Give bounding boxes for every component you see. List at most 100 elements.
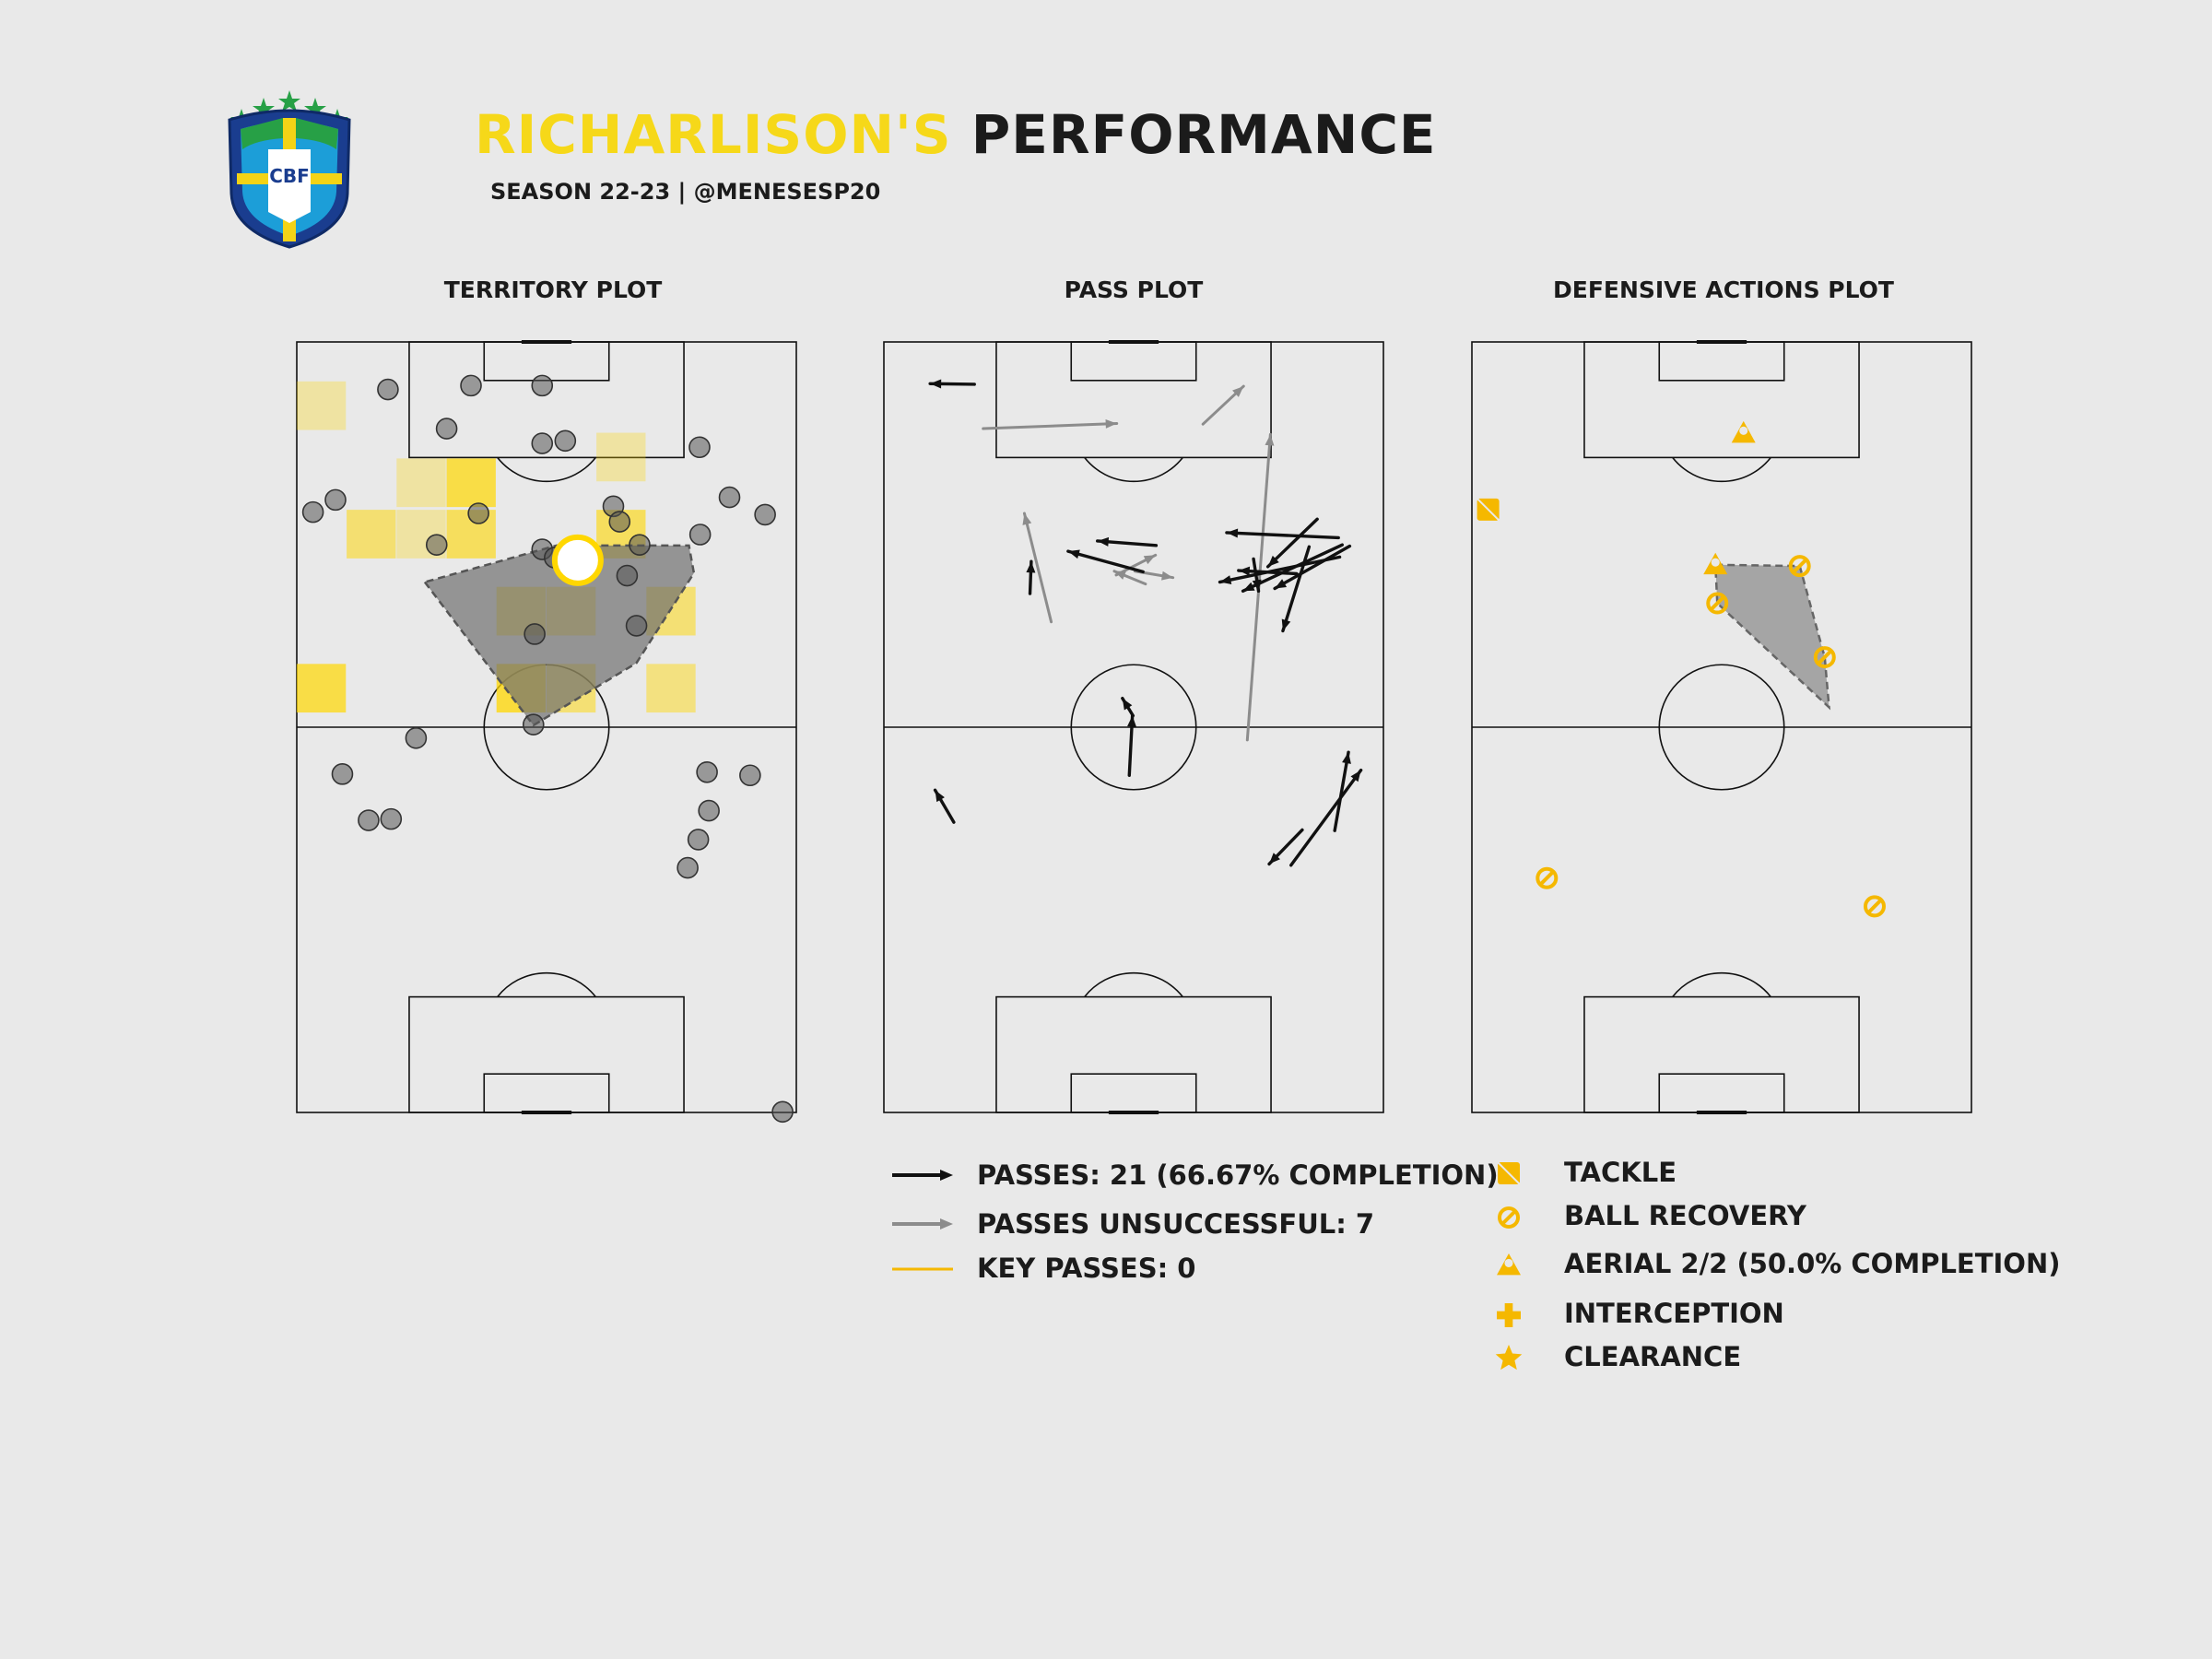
- cbf-crest-logo: CBF: [228, 90, 351, 249]
- heat-bin: [296, 381, 347, 430]
- successful-pass-line: [1218, 555, 1342, 584]
- centre-circle: [1658, 664, 1785, 791]
- title-player: RICHARLISON'S: [475, 103, 952, 166]
- legend-unsuccessful-head: [940, 1218, 953, 1230]
- unsuccessful-pass: [1201, 384, 1245, 426]
- touch-point: [688, 524, 712, 546]
- touch-point: [616, 564, 639, 587]
- successful-pass: [933, 788, 956, 824]
- touch-point: [460, 374, 482, 397]
- pitch-line: [483, 341, 610, 382]
- touch-point: [739, 764, 761, 787]
- successful-pass-head: [1242, 582, 1255, 592]
- legend-passes-label: PASSES: 21 (66.67% COMPLETION): [977, 1159, 1499, 1191]
- successful-pass: [1218, 555, 1342, 584]
- legend-interception-label: INTERCEPTION: [1564, 1298, 1784, 1329]
- page-subtitle: SEASON 22-23 | @MENESESP20: [490, 179, 881, 205]
- successful-pass-line: [1225, 531, 1340, 540]
- legend-key-passes-label: KEY PASSES: 0: [977, 1253, 1196, 1284]
- touch-point: [625, 615, 648, 637]
- unsuccessful-pass: [1112, 570, 1147, 586]
- successful-pass: [1265, 517, 1319, 569]
- successful-pass-head: [1342, 752, 1351, 764]
- successful-pass-line: [1265, 517, 1319, 569]
- unsuccessful-pass-head: [1143, 555, 1156, 565]
- title-rest: PERFORMANCE: [971, 103, 1437, 166]
- unsuccessful-pass-head: [1265, 434, 1275, 446]
- touch-point: [718, 486, 741, 509]
- legend-tackle-glyph: [1497, 1161, 1521, 1185]
- legend-aerial-label: AERIAL 2/2 (50.0% COMPLETION): [1564, 1248, 2061, 1279]
- unsuccessful-pass-head: [1113, 571, 1126, 580]
- successful-pass: [1096, 536, 1159, 547]
- successful-pass-line: [1273, 544, 1352, 591]
- aerial-point: [1703, 552, 1728, 575]
- successful-pass: [1289, 768, 1363, 867]
- crest-label: CBF: [269, 165, 310, 187]
- touch-point: [698, 799, 720, 822]
- touch-point: [358, 809, 380, 831]
- successful-pass: [1066, 549, 1145, 574]
- penalty-arc: [1672, 971, 1771, 998]
- touch-point: [771, 1100, 794, 1124]
- successful-pass: [1121, 696, 1135, 718]
- unsuccessful-pass: [1022, 512, 1053, 624]
- successful-pass-line: [1333, 750, 1350, 832]
- ball-recovery-icon-mark: [1538, 870, 1555, 887]
- ball-recovery-icon: [1788, 555, 1811, 578]
- ball-recovery-icon-mark: [1500, 1209, 1517, 1226]
- successful-pass-head: [1350, 770, 1361, 782]
- successful-pass-head: [1281, 618, 1291, 631]
- successful-pass: [1026, 559, 1036, 595]
- successful-pass-head: [1226, 528, 1239, 538]
- touch-point: [331, 763, 354, 785]
- touch-point: [554, 429, 577, 453]
- penalty-arc: [1084, 971, 1183, 998]
- pitch-line: [483, 1073, 610, 1113]
- penalty-arc: [497, 971, 596, 998]
- pitch-line: [1583, 341, 1860, 459]
- successful-pass-head: [1238, 566, 1251, 576]
- average-position-marker: [551, 534, 604, 586]
- touch-point: [425, 534, 448, 556]
- successful-pass: [1252, 557, 1262, 594]
- heat-bin: [646, 664, 696, 713]
- touch-point: [435, 418, 458, 440]
- unsuccessful-pass-head: [1161, 571, 1173, 581]
- unsuccessful-pass-line: [982, 421, 1119, 430]
- legend-clearance-label: CLEARANCE: [1564, 1341, 1742, 1372]
- pitch-line: [408, 995, 685, 1113]
- pitch-2: [883, 340, 1384, 1114]
- ball-recovery-icon: [1863, 895, 1886, 918]
- unsuccessful-pass-head: [1232, 386, 1244, 397]
- tackle-icon-mark: [1476, 498, 1500, 522]
- heat-bin: [347, 510, 396, 559]
- heat-bin: [596, 432, 646, 482]
- touch-point: [522, 713, 545, 736]
- touch-point: [377, 378, 399, 401]
- touch-point: [467, 502, 489, 524]
- successful-pass: [928, 379, 976, 389]
- pitch-3: [1471, 340, 1972, 1114]
- aerial-icon-mark: [1739, 426, 1748, 435]
- ball-recovery-icon: [1535, 866, 1559, 889]
- successful-pass-head: [1267, 555, 1279, 567]
- pitch-line: [1658, 341, 1785, 382]
- touch-point: [405, 727, 428, 749]
- successful-pass: [1267, 828, 1304, 866]
- successful-pass-head: [1067, 549, 1080, 559]
- touch-point: [301, 500, 324, 524]
- legend-pass-glyph: [892, 1170, 953, 1181]
- legend-tackle-label: TACKLE: [1564, 1157, 1677, 1188]
- successful-pass-line: [1281, 545, 1312, 633]
- successful-pass-line: [1289, 768, 1363, 867]
- pitch-line: [1070, 341, 1197, 382]
- ball-recovery-icon-mark: [1709, 595, 1725, 611]
- ball-recovery-icon: [1813, 646, 1836, 669]
- heat-bin: [347, 510, 396, 559]
- touch-point: [629, 534, 651, 556]
- penalty-arc: [497, 456, 596, 483]
- heat-bin: [446, 458, 496, 508]
- ball-recovery-point: [1863, 895, 1886, 918]
- successful-pass: [1225, 528, 1340, 540]
